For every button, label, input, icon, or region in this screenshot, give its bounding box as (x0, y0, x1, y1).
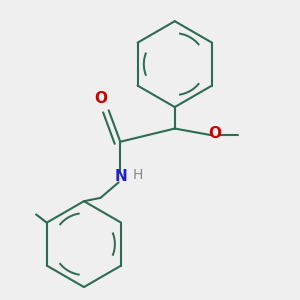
Text: H: H (132, 168, 142, 182)
Text: O: O (208, 126, 221, 141)
Text: N: N (115, 169, 128, 184)
Text: O: O (94, 91, 107, 106)
